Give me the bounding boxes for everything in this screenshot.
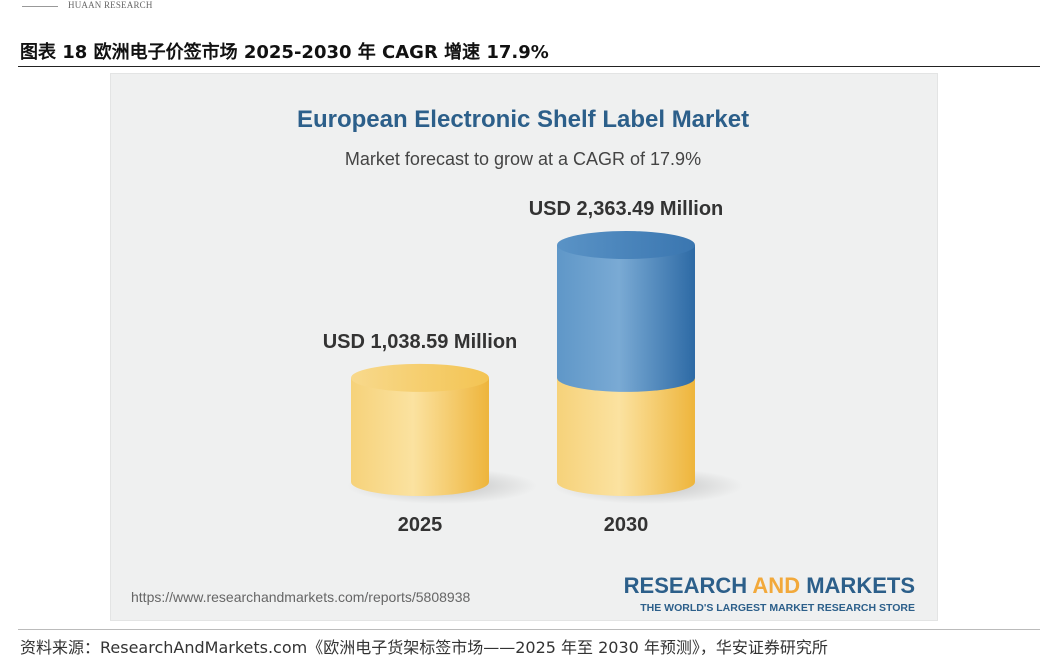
footer-rule (18, 629, 1040, 630)
brand-research: RESEARCH (624, 573, 747, 598)
brand-tagline: THE WORLD'S LARGEST MARKET RESEARCH STOR… (640, 602, 915, 614)
value-label-2025: USD 1,038.59 Million (323, 331, 518, 353)
brand-and: AND (752, 573, 800, 598)
bar-2030-segment-2 (557, 245, 695, 392)
chart-svg: European Electronic Shelf Label Market M… (131, 106, 915, 614)
source-note: 资料来源：ResearchAndMarkets.com《欧洲电子货架标签市场——… (20, 638, 828, 657)
bar-2025-segment-1 (351, 377, 489, 496)
brand-logo: RESEARCH AND MARKETS THE WORLD'S LARGEST… (624, 573, 915, 614)
value-label-2030: USD 2,363.49 Million (529, 198, 724, 220)
brand-wordmark: RESEARCH AND MARKETS (624, 573, 915, 598)
brand-markets: MARKETS (806, 573, 915, 598)
bar-2025-top (351, 363, 489, 392)
chart-title: European Electronic Shelf Label Market (297, 106, 749, 133)
bar-2030-top (557, 231, 695, 259)
category-label-2025: 2025 (398, 514, 443, 536)
source-url[interactable]: https://www.researchandmarkets.com/repor… (131, 589, 470, 605)
chart-subtitle: Market forecast to grow at a CAGR of 17.… (345, 149, 701, 169)
bars-group: USD 1,038.59 Million 2025 USD 2,363.49 Mil… (323, 198, 743, 536)
header-brand: HUAAN RESEARCH (68, 0, 153, 10)
figure-title: 图表 18 欧洲电子价签市场 2025-2030 年 CAGR 增速 17.9% (20, 42, 549, 63)
bar-2030-segment-1 (557, 377, 695, 496)
chart-panel: European Electronic Shelf Label Market M… (110, 73, 938, 621)
category-label-2030: 2030 (604, 514, 649, 536)
header-rule (22, 6, 58, 7)
title-rule (18, 66, 1040, 67)
